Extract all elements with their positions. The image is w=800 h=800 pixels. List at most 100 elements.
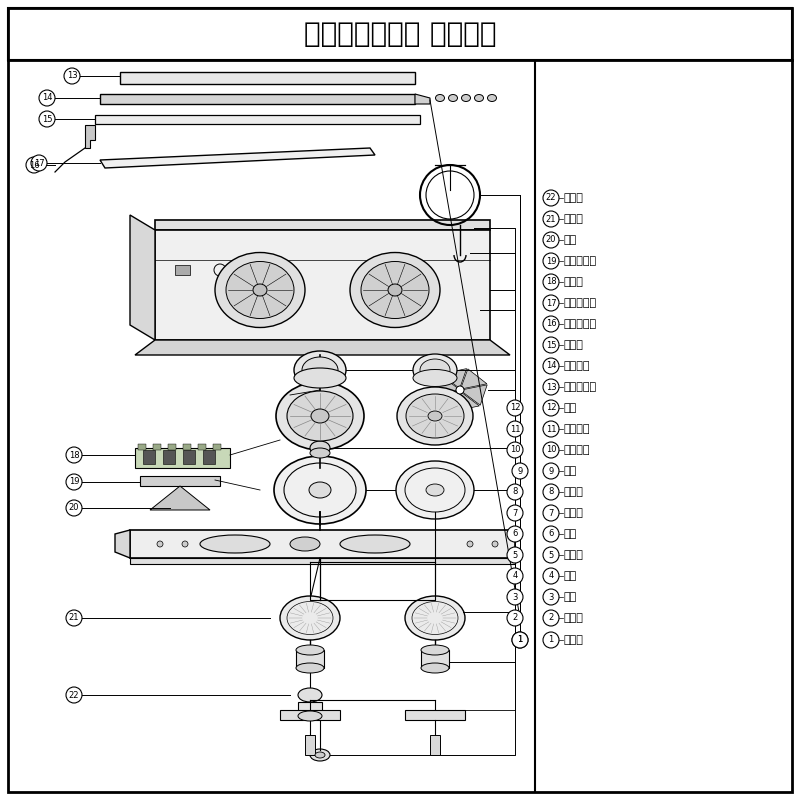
Text: 電容器: 電容器: [563, 550, 583, 560]
Text: 免洗油杯: 免洗油杯: [563, 445, 590, 455]
Bar: [198, 444, 206, 450]
Text: 玻璃面板: 玻璃面板: [563, 361, 590, 371]
Circle shape: [543, 526, 559, 542]
Circle shape: [507, 547, 523, 563]
Bar: [298, 702, 322, 716]
Circle shape: [512, 632, 528, 648]
Text: 風管圈: 風管圈: [563, 635, 583, 645]
Circle shape: [507, 568, 523, 584]
Ellipse shape: [388, 284, 402, 296]
Text: 14: 14: [42, 94, 52, 102]
Ellipse shape: [350, 253, 440, 327]
Polygon shape: [135, 340, 510, 355]
Text: 玻璃觸控隱藏式 排油煙機: 玻璃觸控隱藏式 排油煙機: [304, 20, 496, 48]
Text: 17: 17: [546, 298, 556, 307]
Polygon shape: [433, 375, 457, 395]
Circle shape: [31, 155, 47, 171]
Text: 電子板: 電子板: [563, 277, 583, 287]
Ellipse shape: [298, 688, 322, 702]
Polygon shape: [433, 391, 458, 411]
Text: 18: 18: [546, 278, 556, 286]
Ellipse shape: [253, 284, 267, 296]
Ellipse shape: [280, 596, 340, 640]
Text: 18: 18: [69, 450, 79, 459]
Text: 3: 3: [548, 593, 554, 602]
Bar: [120, 72, 415, 84]
Text: 小油杯: 小油杯: [563, 193, 583, 203]
Bar: [296, 650, 324, 668]
Text: 15: 15: [42, 114, 52, 123]
Polygon shape: [155, 220, 490, 230]
Ellipse shape: [435, 94, 445, 102]
Circle shape: [543, 379, 559, 395]
Text: 19: 19: [69, 478, 79, 486]
Text: 電子固定板: 電子固定板: [563, 256, 596, 266]
Ellipse shape: [449, 94, 458, 102]
Polygon shape: [100, 148, 375, 168]
Text: 4: 4: [512, 571, 518, 581]
Ellipse shape: [276, 382, 364, 450]
Circle shape: [543, 211, 559, 227]
Text: 20: 20: [546, 235, 556, 245]
Text: 14: 14: [546, 362, 556, 370]
Text: 5: 5: [548, 550, 554, 559]
Bar: [305, 735, 315, 755]
Ellipse shape: [413, 370, 457, 386]
Bar: [100, 94, 415, 104]
Ellipse shape: [302, 357, 338, 383]
Circle shape: [39, 90, 55, 106]
Text: 6: 6: [512, 530, 518, 538]
Text: 7: 7: [512, 509, 518, 518]
Text: 20: 20: [69, 503, 79, 513]
Text: 22: 22: [69, 690, 79, 699]
Text: 前飾板: 前飾板: [563, 340, 583, 350]
Text: 1: 1: [518, 635, 522, 645]
Circle shape: [66, 610, 82, 626]
Bar: [175, 265, 190, 275]
Ellipse shape: [296, 663, 324, 673]
Ellipse shape: [200, 535, 270, 553]
Ellipse shape: [215, 253, 305, 327]
Bar: [140, 476, 220, 486]
Ellipse shape: [310, 448, 330, 458]
Text: 19: 19: [546, 257, 556, 266]
Bar: [8, 8, 792, 60]
Text: 9: 9: [518, 466, 522, 475]
Text: 前飾板封角: 前飾板封角: [563, 319, 596, 329]
Circle shape: [456, 386, 464, 394]
Circle shape: [233, 266, 241, 274]
Ellipse shape: [397, 387, 473, 445]
Ellipse shape: [421, 645, 449, 655]
Ellipse shape: [413, 354, 457, 386]
Bar: [183, 450, 195, 464]
Polygon shape: [130, 558, 515, 564]
Ellipse shape: [310, 749, 330, 761]
Bar: [135, 448, 230, 468]
Circle shape: [543, 337, 559, 353]
Text: 風葉: 風葉: [563, 529, 576, 539]
Polygon shape: [462, 369, 487, 389]
Circle shape: [543, 274, 559, 290]
Text: 21: 21: [69, 614, 79, 622]
Circle shape: [157, 541, 163, 547]
Text: 機箱: 機箱: [563, 571, 576, 581]
Circle shape: [182, 541, 188, 547]
Text: 炭燈: 炭燈: [563, 403, 576, 413]
Circle shape: [492, 541, 498, 547]
Text: 12: 12: [510, 403, 520, 413]
Circle shape: [507, 442, 523, 458]
Polygon shape: [441, 369, 466, 387]
Text: 22: 22: [546, 194, 556, 202]
Ellipse shape: [462, 94, 470, 102]
Ellipse shape: [309, 482, 331, 498]
Ellipse shape: [298, 711, 322, 721]
Circle shape: [543, 568, 559, 584]
Text: 8: 8: [512, 487, 518, 497]
Circle shape: [512, 463, 528, 479]
Bar: [168, 444, 176, 450]
Text: 4: 4: [548, 571, 554, 581]
Circle shape: [543, 463, 559, 479]
Circle shape: [512, 632, 528, 648]
Ellipse shape: [406, 394, 464, 438]
Bar: [421, 650, 449, 668]
